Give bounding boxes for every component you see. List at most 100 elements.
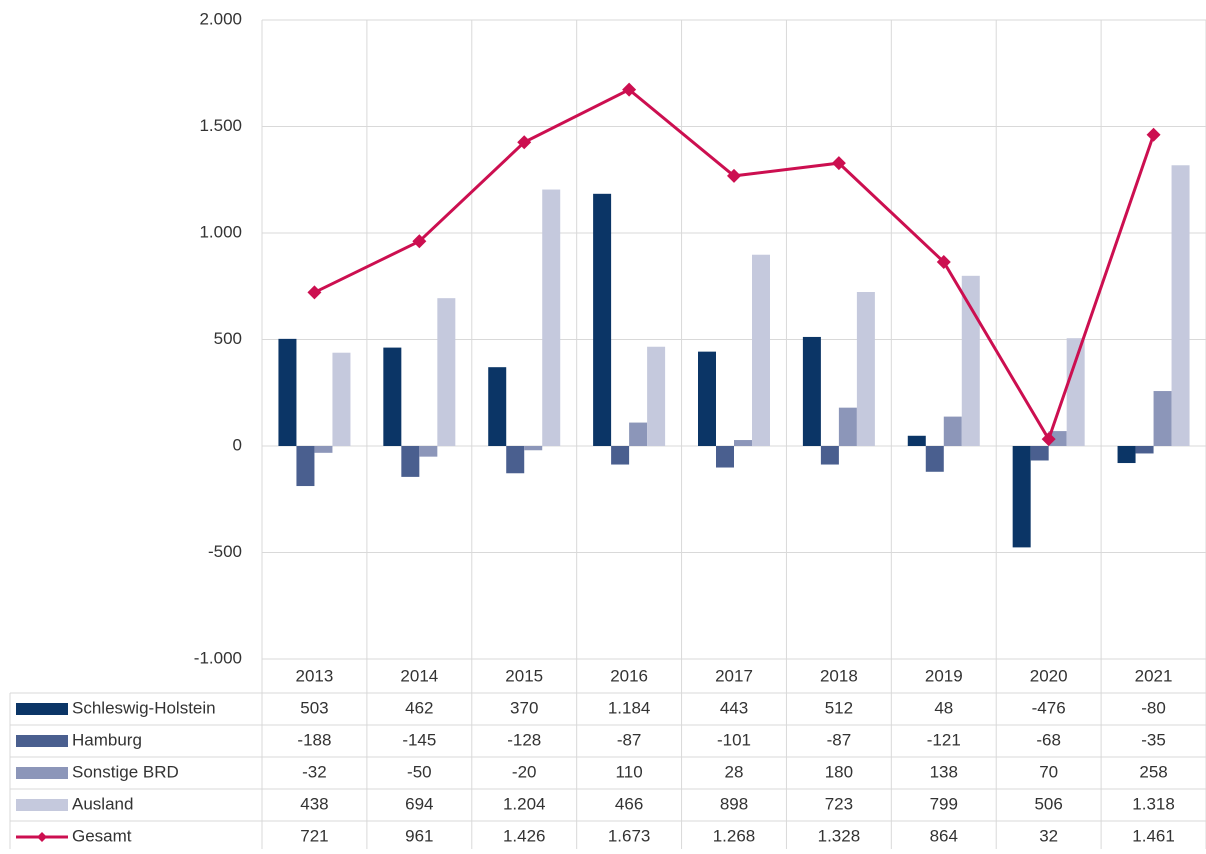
legend-label: Hamburg — [72, 730, 142, 749]
bar — [437, 298, 456, 446]
table-cell: 961 — [405, 826, 433, 845]
bar — [802, 336, 821, 446]
legend-label: Ausland — [72, 794, 133, 813]
table-cell: -476 — [1032, 698, 1066, 717]
table-cell: 694 — [405, 794, 433, 813]
legend-label: Schleswig-Holstein — [72, 698, 216, 717]
table-cell: 1.204 — [503, 794, 546, 813]
table-cell: -101 — [717, 730, 751, 749]
bar — [961, 275, 980, 446]
table-cell: 180 — [825, 762, 853, 781]
bar — [943, 416, 962, 446]
bar — [907, 435, 926, 446]
table-cell: 723 — [825, 794, 853, 813]
bar — [838, 407, 857, 446]
table-cell: -145 — [402, 730, 436, 749]
bar — [629, 422, 648, 446]
table-cell: 1.328 — [818, 826, 861, 845]
bar — [593, 193, 612, 446]
table-cell: -128 — [507, 730, 541, 749]
bar — [1066, 338, 1085, 446]
table-cell: 48 — [934, 698, 953, 717]
bar — [647, 346, 666, 446]
y-tick-label: 1.500 — [199, 116, 242, 135]
table-cell: 462 — [405, 698, 433, 717]
bar — [1117, 446, 1136, 464]
bar — [1030, 446, 1049, 461]
legend-swatch — [16, 735, 68, 747]
bar — [820, 446, 839, 465]
table-cell: -87 — [827, 730, 852, 749]
table-cell: 1.673 — [608, 826, 651, 845]
bar — [734, 440, 752, 446]
table-cell: -80 — [1141, 698, 1166, 717]
marker — [727, 168, 741, 183]
x-tick-label: 2018 — [820, 666, 858, 685]
table-cell: -35 — [1141, 730, 1166, 749]
x-tick-label: 2014 — [400, 666, 438, 685]
x-tick-label: 2013 — [296, 666, 334, 685]
marker — [936, 254, 951, 269]
bar — [1048, 431, 1067, 446]
x-tick-label: 2015 — [505, 666, 543, 685]
legend-swatch — [16, 767, 68, 779]
bar — [383, 347, 402, 446]
table-cell: -188 — [297, 730, 331, 749]
table-cell: 443 — [720, 698, 748, 717]
table-cell: 864 — [930, 826, 958, 845]
table-cell: 1.184 — [608, 698, 651, 717]
bar — [506, 446, 525, 474]
bar — [332, 352, 351, 446]
bar — [1153, 391, 1172, 446]
table-cell: 721 — [300, 826, 328, 845]
table-cell: 512 — [825, 698, 853, 717]
table-cell: -87 — [617, 730, 642, 749]
bar — [611, 446, 630, 465]
x-tick-label: 2019 — [925, 666, 963, 685]
marker — [1041, 432, 1056, 447]
bar — [278, 338, 297, 446]
bar — [1012, 446, 1031, 548]
table-cell: 28 — [725, 762, 744, 781]
x-tick-label: 2020 — [1030, 666, 1068, 685]
bar — [419, 446, 438, 457]
marker — [622, 82, 637, 97]
marker — [307, 285, 322, 300]
y-tick-label: 2.000 — [199, 9, 242, 28]
marker — [1146, 127, 1161, 142]
bar — [1135, 446, 1154, 454]
table-cell: 370 — [510, 698, 538, 717]
table-cell: -32 — [302, 762, 327, 781]
table-cell: -68 — [1036, 730, 1061, 749]
x-tick-label: 2021 — [1135, 666, 1173, 685]
bar — [698, 351, 716, 446]
legend-marker — [37, 832, 47, 842]
table-cell: 110 — [616, 762, 643, 781]
table-cell: -20 — [512, 762, 537, 781]
table-cell: 898 — [720, 794, 748, 813]
table-cell: 32 — [1039, 826, 1058, 845]
legend-label: Sonstige BRD — [72, 762, 179, 781]
x-tick-label: 2016 — [610, 666, 648, 685]
bar — [296, 446, 315, 487]
table-cell: -50 — [407, 762, 432, 781]
legend-swatch — [16, 703, 68, 715]
table-cell: 1.461 — [1132, 826, 1175, 845]
bar — [542, 189, 561, 446]
table-cell: 1.268 — [713, 826, 756, 845]
bar — [1171, 165, 1190, 447]
bar — [401, 446, 420, 477]
bar — [925, 446, 944, 472]
bar — [752, 254, 770, 446]
bar — [524, 446, 543, 451]
x-tick-label: 2017 — [715, 666, 753, 685]
bar — [488, 367, 507, 446]
table-cell: -121 — [927, 730, 961, 749]
legend-swatch — [16, 799, 68, 811]
bar — [314, 446, 333, 453]
table-cell: 70 — [1039, 762, 1058, 781]
legend-label: Gesamt — [72, 826, 132, 845]
y-tick-label: -1.000 — [194, 648, 242, 667]
